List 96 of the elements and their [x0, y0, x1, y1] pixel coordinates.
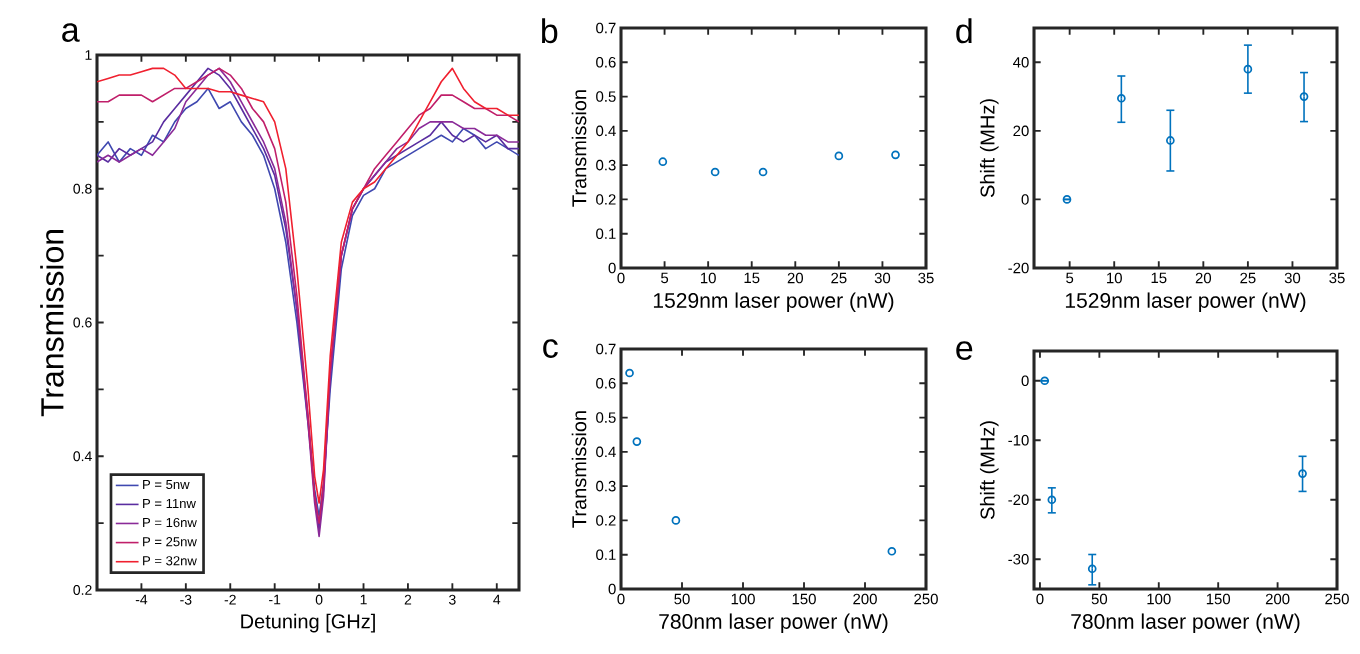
- x-tick-label: 10: [700, 272, 716, 284]
- y-tick-label: 0.6: [73, 317, 92, 328]
- y-tick-label: 0.2: [73, 585, 92, 595]
- x-axis-title: 780nm laser power (nW): [659, 613, 888, 634]
- x-tick-label: 15: [1151, 272, 1167, 284]
- point: [891, 150, 900, 160]
- x-tick-label: 30: [1284, 272, 1301, 284]
- x-tick-label: 150: [792, 593, 816, 605]
- x-tick-label: 3: [448, 594, 456, 605]
- point: [1040, 376, 1050, 386]
- y-axis-title: Shift (MHz): [979, 99, 999, 198]
- y-tick-label: 0: [608, 583, 616, 595]
- y-tick-label: 0.4: [596, 125, 616, 137]
- x-tick-label: 0: [617, 593, 625, 605]
- y-axis-title: Transmission: [571, 90, 587, 207]
- point: [834, 151, 844, 161]
- x-tick-label: 200: [1265, 593, 1290, 605]
- x-tick-label: -4: [135, 594, 148, 605]
- point: [758, 167, 768, 177]
- x-tick-label: 20: [787, 272, 804, 284]
- point: [1062, 195, 1072, 204]
- y-tick-label: 0: [1021, 194, 1029, 205]
- x-tick-label: 100: [731, 593, 755, 605]
- y-tick-label: 0.6: [596, 56, 616, 68]
- legend-label: P = 5nw: [143, 479, 190, 490]
- y-tick-label: -10: [1008, 434, 1029, 446]
- point: [632, 437, 642, 446]
- x-tick-label: 4: [493, 594, 501, 605]
- y-axis-title: Shift (MHz): [979, 421, 999, 520]
- y-tick-label: 0.6: [596, 377, 616, 389]
- x-axis-title: Detuning [GHz]: [241, 613, 375, 633]
- x-tick-label: 25: [831, 272, 847, 284]
- y-tick-label: 0.5: [596, 91, 616, 102]
- y-tick-label: 20: [1013, 125, 1029, 137]
- legend-label: P = 25nw: [143, 537, 197, 547]
- x-tick-label: 30: [874, 272, 891, 284]
- x-tick-label: 2: [404, 594, 412, 605]
- x-tick-label: 0: [617, 272, 625, 284]
- x-tick-label: 50: [674, 593, 690, 605]
- x-tick-label: 15: [744, 272, 760, 284]
- legend-label: P = 32nw: [143, 556, 197, 566]
- text: a: [62, 23, 80, 42]
- text: b: [542, 18, 558, 44]
- y-tick-label: 0.3: [596, 159, 616, 171]
- y-tick-label: 1: [85, 50, 92, 60]
- y-tick-label: 0.1: [596, 549, 616, 560]
- x-axis-title: 780nm laser power (nW): [1071, 613, 1300, 634]
- y-tick-label: 0.8: [73, 183, 92, 194]
- x-tick-label: 150: [1206, 593, 1231, 605]
- x-axis-title: 1529nm laser power (nW): [653, 292, 894, 313]
- x-tick-label: 35: [1329, 272, 1345, 284]
- point: [671, 516, 681, 525]
- x-tick-label: 10: [1107, 272, 1122, 284]
- y-tick-label: 0.3: [596, 480, 616, 492]
- text: c: [543, 339, 558, 358]
- x-tick-label: 50: [1091, 593, 1108, 605]
- y-tick-label: 40: [1013, 56, 1029, 68]
- x-tick-label: -3: [180, 594, 192, 605]
- y-tick-label: -20: [1008, 262, 1029, 274]
- legend-label: P = 16nw: [143, 517, 197, 528]
- y-tick-label: 0.5: [596, 412, 616, 423]
- y-tick-label: 0.2: [596, 515, 616, 526]
- y-tick-label: 0.2: [596, 194, 616, 205]
- x-tick-label: -1: [269, 594, 281, 605]
- y-tick-label: -20: [1008, 494, 1029, 506]
- x-tick-label: 250: [914, 593, 938, 605]
- y-tick-label: -30: [1008, 553, 1029, 565]
- x-axis-title: 1529nm laser power (nW): [1065, 292, 1306, 313]
- y-axis-title: Transmission: [571, 411, 587, 528]
- x-tick-label: 35: [918, 272, 934, 284]
- x-tick-label: 1: [360, 594, 367, 605]
- y-axis-title: Transmission: [40, 230, 64, 417]
- point: [658, 157, 668, 167]
- x-tick-label: -2: [224, 594, 236, 605]
- legend-label: P = 11nw: [143, 498, 196, 508]
- x-tick-label: 100: [1147, 593, 1171, 605]
- x-tick-label: 200: [853, 593, 877, 605]
- y-tick-label: 0.1: [596, 228, 616, 239]
- point: [887, 546, 897, 556]
- y-tick-label: 0: [1021, 375, 1029, 387]
- y-tick-label: 0.7: [596, 22, 616, 34]
- text: d: [956, 18, 972, 44]
- x-tick-label: 0: [1036, 593, 1044, 605]
- text: e: [956, 341, 973, 360]
- x-tick-label: 5: [661, 272, 669, 284]
- x-tick-label: 5: [1066, 272, 1074, 284]
- x-tick-label: 0: [315, 594, 323, 605]
- x-tick-label: 25: [1240, 272, 1256, 284]
- y-tick-label: 0.7: [596, 343, 616, 355]
- point: [625, 368, 634, 378]
- point: [710, 167, 720, 177]
- x-tick-label: 20: [1195, 272, 1212, 284]
- y-tick-label: 0.4: [596, 446, 616, 458]
- x-tick-label: 250: [1325, 593, 1349, 605]
- y-tick-label: 0: [608, 262, 616, 274]
- y-tick-label: 0.4: [73, 451, 92, 462]
